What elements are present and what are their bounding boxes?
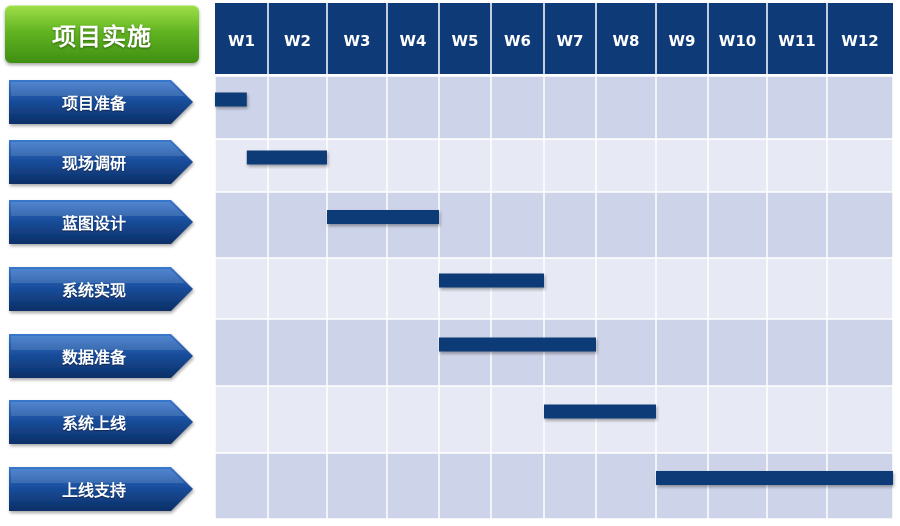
week-header-w10: W10	[719, 32, 756, 50]
task-bar-6[interactable]	[544, 404, 656, 419]
arrow-highlight	[11, 82, 185, 96]
gantt-row-bg	[215, 76, 893, 139]
arrow-highlight	[11, 469, 185, 483]
task-bar-5[interactable]	[439, 337, 596, 352]
week-header-w6: W6	[504, 32, 531, 50]
task-label-7: 上线支持	[61, 481, 126, 500]
task-arrow-7[interactable]	[9, 467, 193, 511]
task-bar-2[interactable]	[246, 150, 327, 165]
task-bar-7[interactable]	[656, 471, 893, 485]
arrow-highlight	[11, 336, 185, 350]
task-bar-4[interactable]	[439, 273, 544, 288]
header-background	[215, 3, 893, 74]
arrow-highlight	[11, 202, 185, 216]
task-arrow-2[interactable]	[9, 140, 193, 184]
task-label-1: 项目准备	[61, 94, 126, 113]
task-label-3: 蓝图设计	[61, 214, 126, 233]
week-header-w4: W4	[400, 32, 427, 50]
arrow-highlight	[11, 142, 185, 156]
task-arrow-1[interactable]	[9, 80, 193, 124]
gantt-row-bg	[215, 258, 893, 319]
gantt-row-bg	[215, 319, 893, 386]
task-arrow-4[interactable]	[9, 267, 193, 311]
week-header-w12: W12	[841, 32, 878, 50]
week-header-w9: W9	[669, 32, 696, 50]
arrow-highlight	[11, 402, 185, 416]
gantt-row-bg	[215, 386, 893, 453]
week-header-w3: W3	[344, 32, 371, 50]
arrow-highlight	[11, 269, 185, 283]
task-label-2: 现场调研	[61, 154, 126, 173]
gantt-row-bg	[215, 139, 893, 192]
task-arrow-5[interactable]	[9, 334, 193, 378]
task-arrow-3[interactable]	[9, 200, 193, 244]
gantt-row-bg	[215, 192, 893, 258]
week-header-w5: W5	[452, 32, 479, 50]
task-label-4: 系统实现	[61, 281, 126, 300]
week-header-w1: W1	[228, 32, 255, 50]
week-header-w2: W2	[284, 32, 311, 50]
week-header-w8: W8	[613, 32, 640, 50]
task-arrow-6[interactable]	[9, 400, 193, 444]
gantt-row-bg	[215, 453, 893, 519]
task-label-5: 数据准备	[61, 348, 126, 367]
task-bar-1[interactable]	[215, 92, 247, 107]
task-bar-3[interactable]	[327, 210, 439, 224]
week-header-w11: W11	[778, 32, 815, 50]
week-header-w7: W7	[557, 32, 584, 50]
task-label-6: 系统上线	[61, 414, 126, 433]
page-title: 项目实施	[5, 5, 199, 63]
